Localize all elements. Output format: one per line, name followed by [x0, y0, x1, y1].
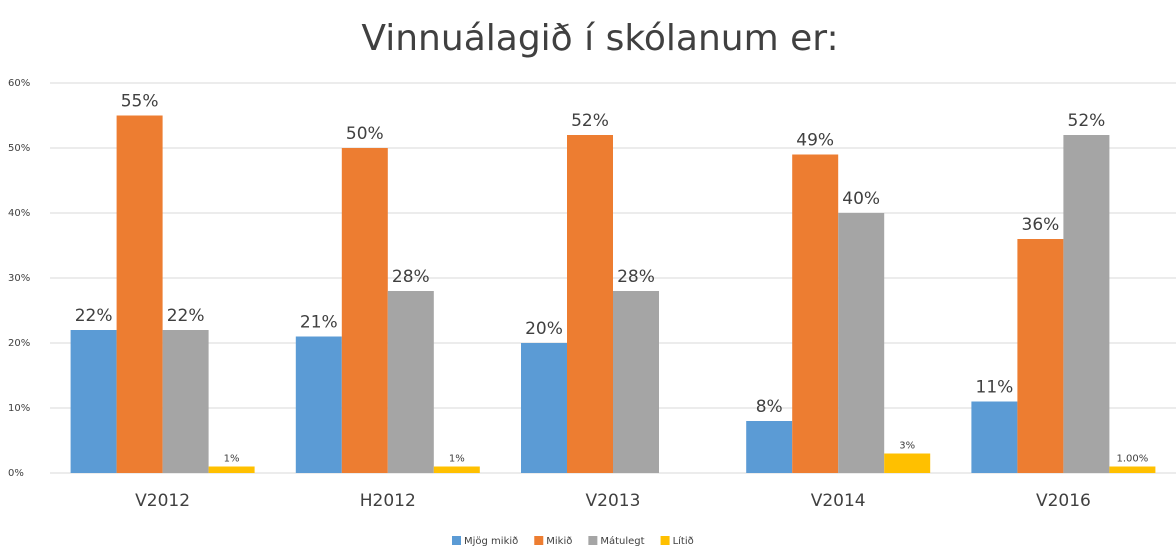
bar: [70, 330, 117, 473]
legend-swatch: [660, 536, 670, 545]
y-tick-label: 0%: [8, 468, 24, 479]
data-label: 1%: [449, 454, 465, 465]
bar: [387, 291, 434, 473]
bar: [433, 466, 480, 473]
bar: [295, 336, 342, 473]
data-label: 22%: [167, 306, 205, 326]
data-label: 28%: [392, 267, 430, 287]
y-tick-label: 50%: [8, 143, 30, 154]
x-tick-label: H2012: [360, 491, 416, 511]
legend-label: Mikið: [546, 536, 572, 547]
data-label: 52%: [1068, 111, 1106, 131]
y-tick-label: 40%: [8, 208, 30, 219]
data-label: 21%: [300, 313, 338, 333]
legend-label: Mátulegt: [600, 535, 644, 547]
bar: [162, 330, 209, 473]
y-tick-label: 60%: [8, 78, 30, 89]
data-label: 20%: [525, 319, 563, 339]
data-label: 28%: [617, 267, 655, 287]
data-label: 1.00%: [1117, 454, 1149, 465]
data-label: 50%: [346, 124, 384, 144]
data-label: 52%: [571, 111, 609, 131]
x-tick-label: V2013: [586, 491, 641, 511]
legend-swatch: [534, 536, 544, 545]
legend-swatch: [588, 536, 598, 545]
data-label: 40%: [842, 189, 880, 209]
bar: [613, 291, 659, 473]
bar: [521, 343, 567, 473]
y-tick-label: 20%: [8, 338, 30, 349]
data-label: 1%: [224, 454, 240, 465]
bar: [884, 453, 931, 473]
bar: [1063, 135, 1110, 473]
data-label: 55%: [121, 92, 159, 112]
data-label: 22%: [75, 306, 113, 326]
legend-label: Lítið: [673, 535, 694, 547]
legend-label: Mjög mikið: [464, 536, 518, 547]
x-tick-label: V2012: [135, 491, 190, 511]
bar: [1017, 239, 1064, 473]
bar: [971, 401, 1018, 473]
x-tick-label: V2016: [1036, 491, 1091, 511]
bar: [1109, 466, 1156, 473]
data-label: 11%: [976, 378, 1014, 398]
data-label: 3%: [899, 441, 915, 452]
legend-swatch: [452, 536, 461, 545]
bar: [208, 466, 255, 473]
chart-title: Vinnuálagið í skólanum er:: [361, 18, 838, 59]
bar: [116, 115, 163, 473]
x-tick-label: V2014: [811, 491, 866, 511]
bar: [567, 135, 613, 473]
bar: [746, 421, 793, 473]
bar: [341, 148, 388, 473]
bar: [792, 154, 839, 473]
y-tick-label: 30%: [8, 273, 30, 284]
data-label: 36%: [1022, 215, 1060, 235]
bar: [838, 213, 885, 473]
y-tick-label: 10%: [8, 403, 30, 414]
data-label: 49%: [796, 131, 834, 151]
data-label: 8%: [756, 397, 783, 417]
